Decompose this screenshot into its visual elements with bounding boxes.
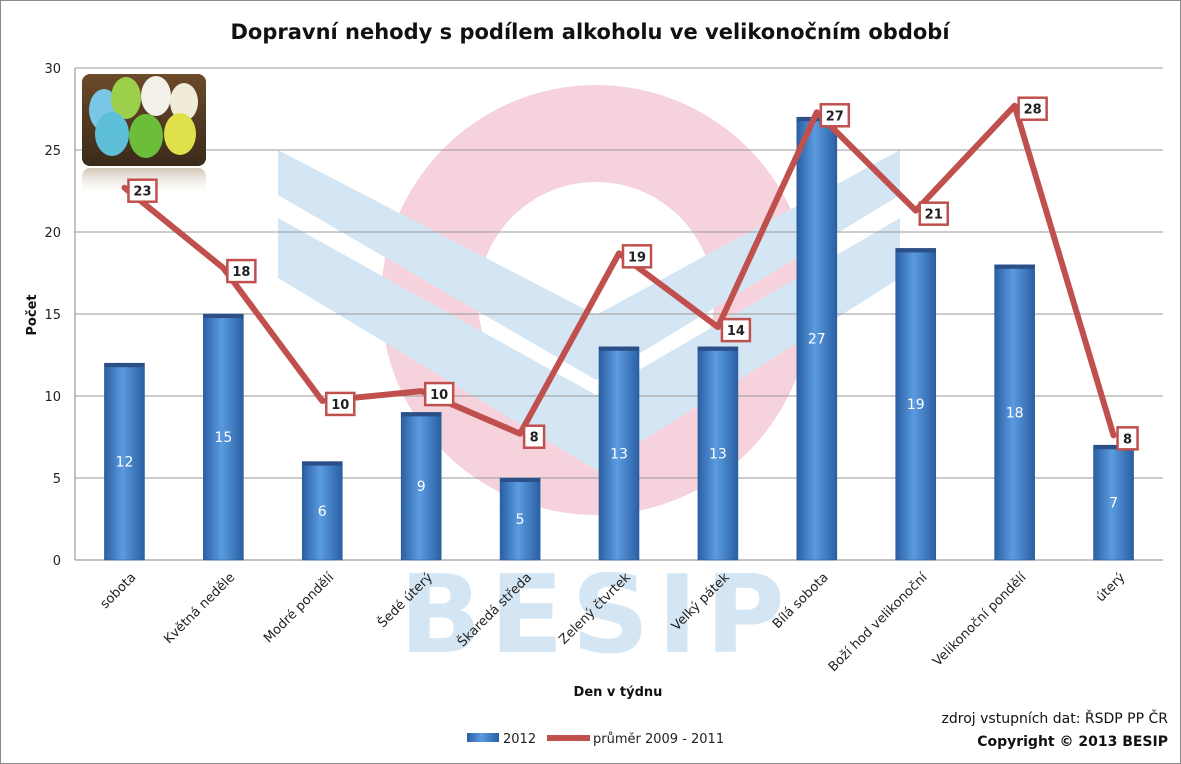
x-axis-title: Den v týdnu	[574, 685, 663, 700]
y-tick-label: 30	[44, 62, 61, 77]
bar	[203, 313, 244, 561]
line-label-box	[621, 244, 653, 269]
y-tick-label: 20	[44, 226, 61, 241]
line-point	[914, 209, 918, 213]
legend: 2012 průměr 2009 - 2011	[467, 732, 724, 747]
line-value-label: 10	[430, 388, 448, 403]
line-point	[518, 432, 522, 436]
bar-value-label: 18	[1006, 405, 1024, 421]
bar-value-label: 6	[318, 504, 327, 520]
bar	[598, 346, 640, 561]
y-tick-label: 0	[53, 554, 61, 569]
line-value-label: 8	[1123, 432, 1132, 447]
bar-top-edge	[697, 346, 738, 351]
line-label-box	[819, 103, 851, 128]
bar-value-label: 19	[907, 397, 925, 413]
x-category-label: Velikonoční pondělí	[930, 570, 1030, 670]
line-label-box	[918, 201, 949, 226]
x-category-label: sobota	[98, 570, 140, 612]
bar-top-edge	[203, 314, 244, 318]
bar-value-label: 9	[417, 479, 426, 495]
y-tick-label: 25	[44, 144, 61, 159]
line-label-box	[423, 381, 455, 407]
bar-top-edge	[401, 412, 442, 417]
bar-top-edge	[1093, 445, 1134, 450]
bar-value-label: 5	[516, 512, 525, 528]
line-value-label: 27	[826, 109, 844, 124]
bar	[400, 412, 442, 561]
bar-series	[104, 116, 1134, 561]
bar	[994, 264, 1035, 561]
line-value-label: 23	[133, 185, 151, 200]
bar	[104, 362, 145, 561]
bar	[796, 116, 838, 561]
bar	[1093, 444, 1134, 561]
line-point	[617, 251, 621, 255]
line-value-label: 10	[331, 398, 349, 413]
watermark-chevron-upper	[278, 150, 900, 380]
bar-value-label: 13	[709, 446, 727, 462]
bar-top-edge	[104, 363, 145, 368]
line-value-label: 21	[925, 208, 943, 223]
line-label-box	[226, 258, 257, 284]
y-tick-label: 5	[53, 472, 61, 487]
y-tick-label: 10	[44, 390, 61, 405]
x-category-label: Modré pondělí	[261, 570, 337, 646]
line-label-box	[325, 391, 356, 417]
bar-value-label: 12	[116, 455, 134, 471]
line-point	[1112, 433, 1116, 437]
line-label-box	[522, 424, 546, 449]
bar-top-edge	[994, 264, 1035, 269]
bar-value-labels: 12 15 6 9 5 13 13 27 19 18 7	[116, 332, 1118, 528]
line-label-box	[127, 178, 158, 203]
line-value-label: 28	[1024, 103, 1042, 118]
x-category-label: Květná neděle	[161, 570, 238, 647]
line-point	[221, 266, 225, 270]
bar	[697, 346, 739, 561]
bar-value-label: 27	[808, 332, 826, 348]
line-point	[122, 186, 126, 190]
line-value-label: 18	[232, 265, 250, 280]
bar-top-edge	[302, 461, 343, 466]
y-axis-ticks: 0 5 10 15 20 25 30	[44, 62, 61, 569]
legend-bar-swatch	[467, 733, 499, 742]
bar-top-edge	[500, 478, 541, 482]
line-label-box	[1017, 96, 1048, 121]
line-point	[1013, 104, 1017, 108]
legend-series-average: průměr 2009 - 2011	[593, 732, 724, 747]
legend-series-2012: 2012	[503, 732, 536, 747]
line-value-label: 19	[628, 250, 646, 265]
line-label-box	[720, 317, 752, 343]
bar-top-edge	[599, 346, 639, 351]
line-point	[716, 325, 720, 329]
chart-title: Dopravní nehody s podílem alkoholu ve ve…	[230, 20, 951, 44]
bar-value-label: 7	[1109, 496, 1118, 512]
line-value-label: 14	[727, 324, 745, 339]
watermark-text: BESIP	[399, 553, 792, 678]
bar	[301, 461, 343, 561]
line-series	[121, 102, 1117, 439]
y-axis-title: Počet	[25, 294, 40, 335]
line-point	[815, 110, 819, 114]
line-value-label: 8	[530, 431, 539, 446]
line-label-box	[1116, 426, 1139, 451]
x-category-label: úterý	[1093, 570, 1128, 605]
bar-value-label: 13	[610, 446, 628, 462]
line-value-labels: 23 18 10 10 8 19 14 27 21 28 8	[127, 96, 1139, 451]
line-point	[419, 389, 423, 393]
line-point	[320, 399, 324, 403]
copyright-note: Copyright © 2013 BESIP	[977, 734, 1168, 750]
bar-top-edge	[895, 248, 936, 253]
bar	[499, 477, 541, 561]
y-tick-label: 15	[44, 308, 61, 323]
x-category-label: Boží hod velikonoční	[826, 570, 931, 675]
data-source-note: zdroj vstupních dat: ŘSDP PP ČR	[942, 709, 1169, 727]
watermark-chevron-lower	[278, 218, 900, 470]
bar-value-label: 15	[214, 430, 232, 446]
easter-eggs-photo	[82, 74, 206, 198]
